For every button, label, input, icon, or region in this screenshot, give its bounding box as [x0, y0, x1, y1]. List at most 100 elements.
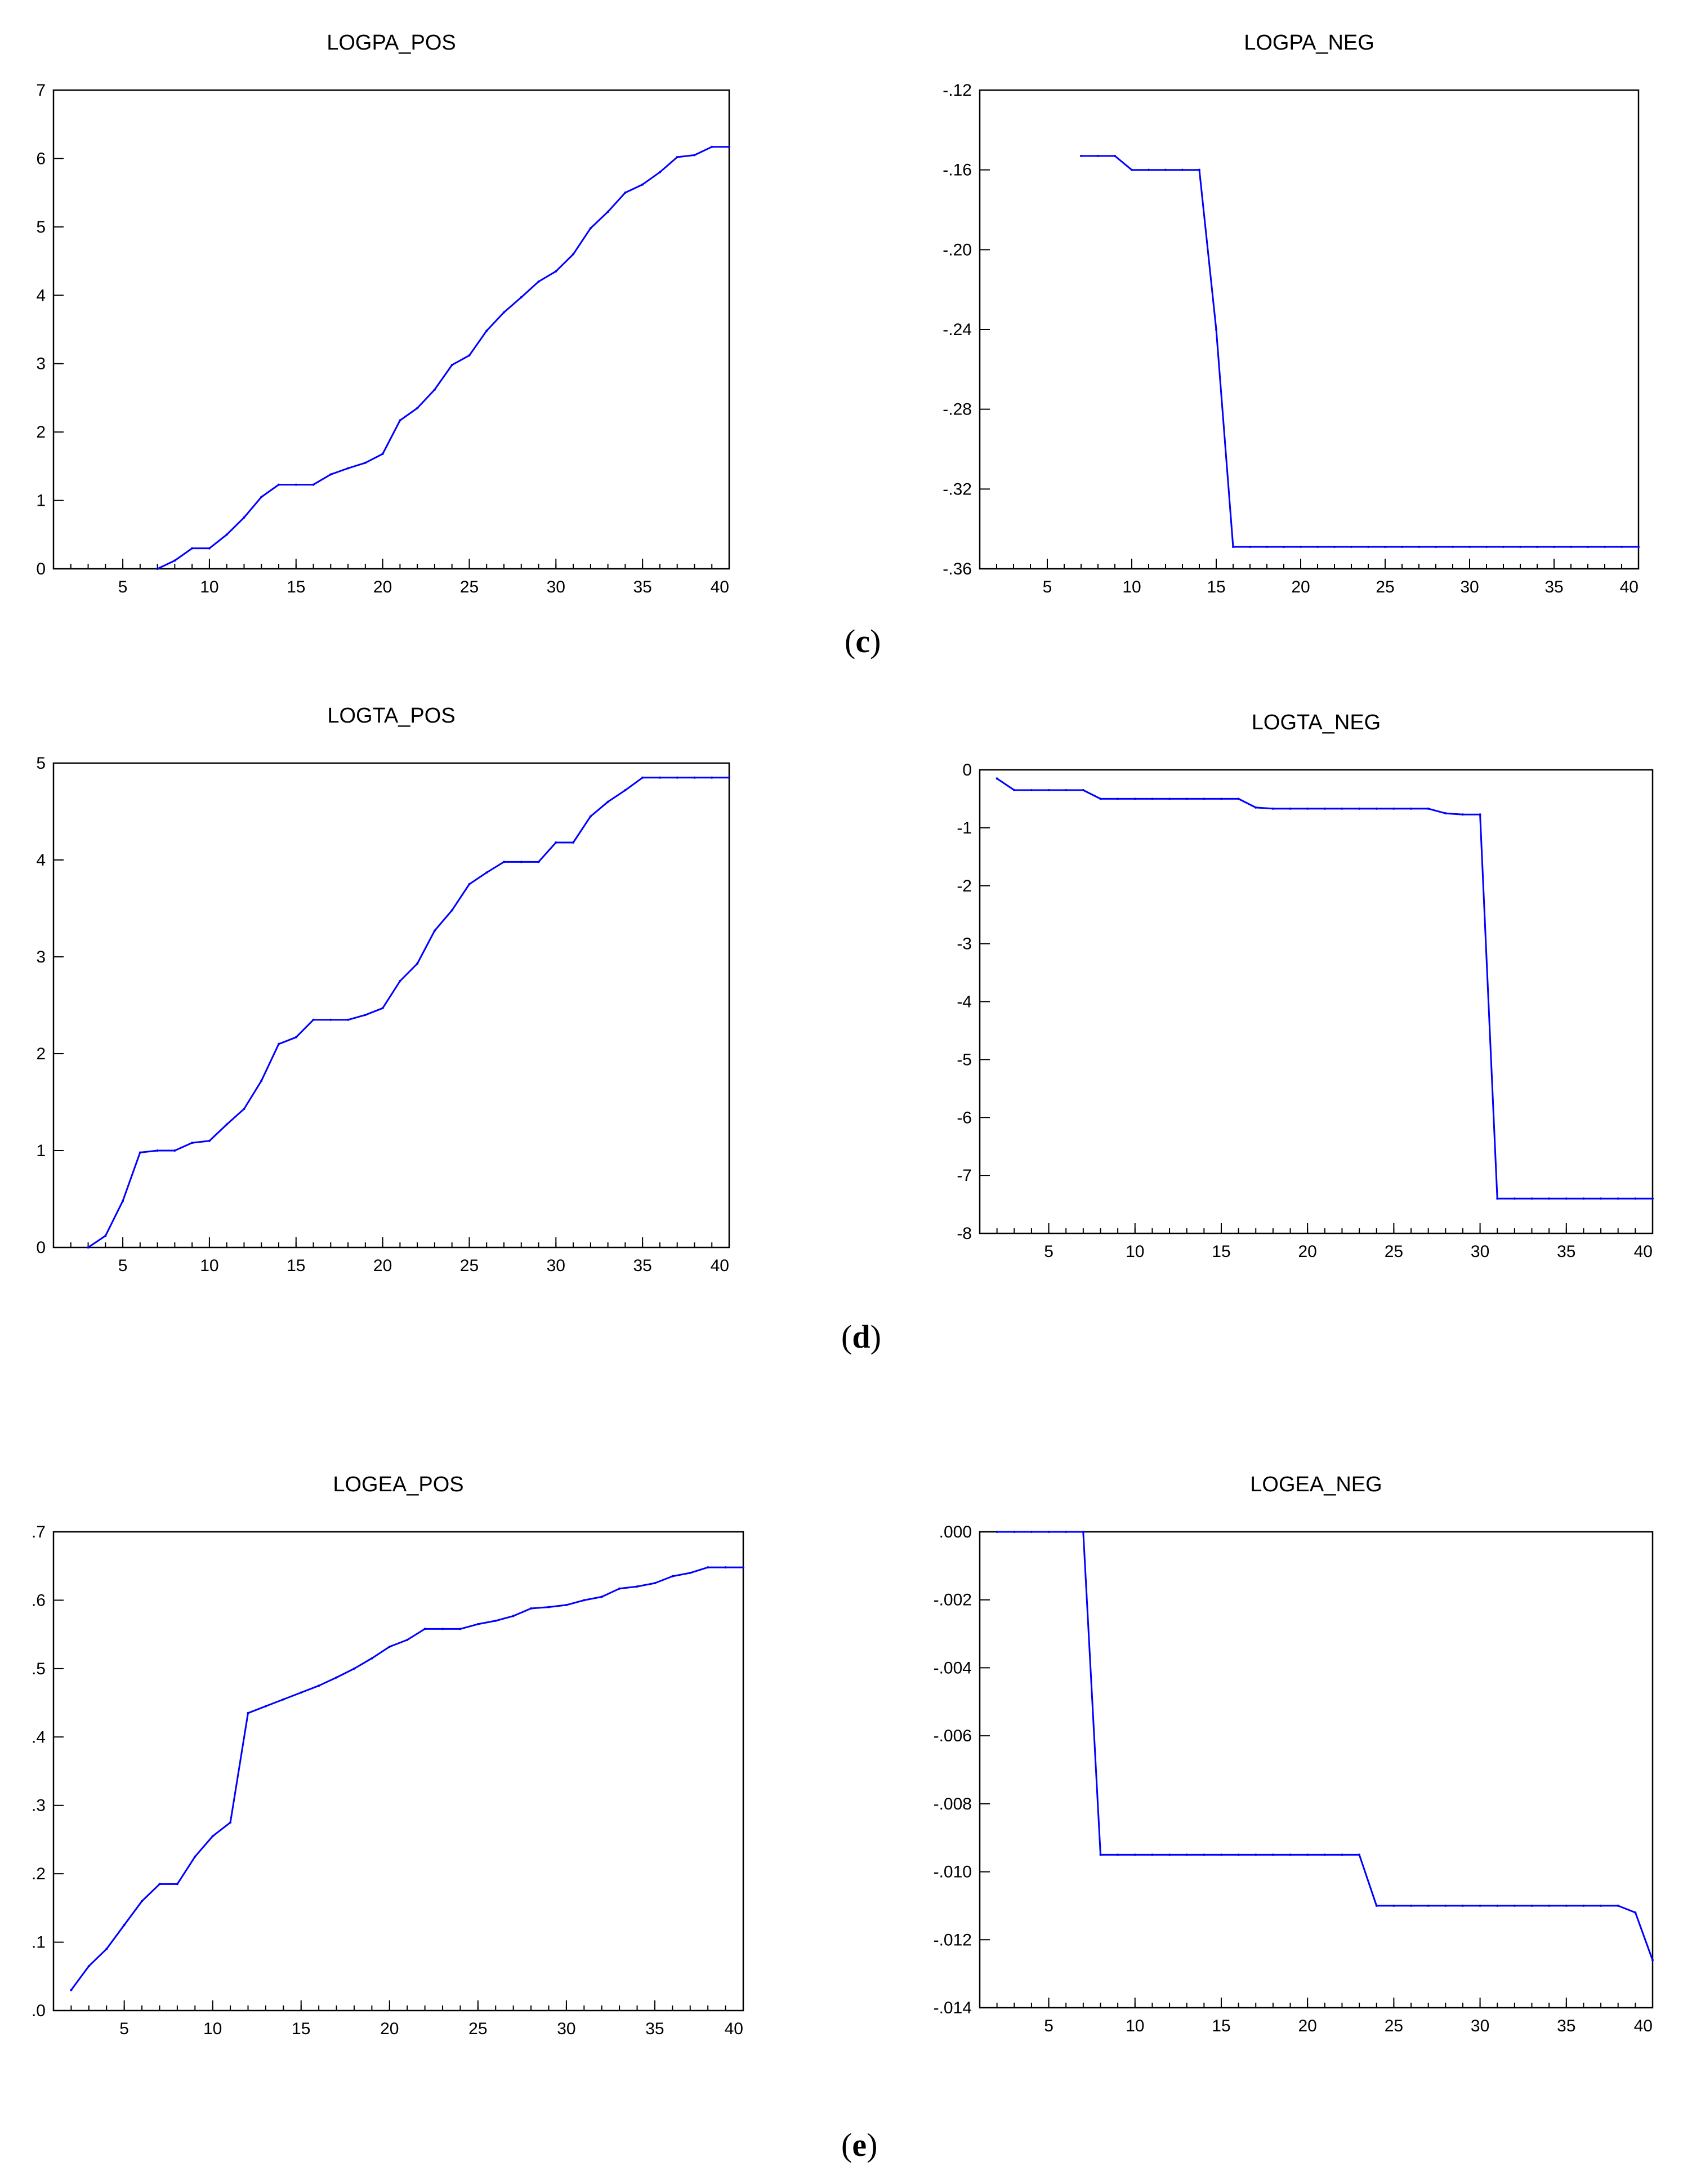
data-point — [1114, 154, 1116, 157]
y-tick-label: 2 — [36, 1045, 46, 1063]
x-tick-label: 5 — [118, 578, 128, 596]
data-point — [1185, 797, 1188, 800]
data-point — [191, 547, 194, 550]
data-point — [1181, 168, 1184, 171]
data-point — [1080, 154, 1082, 157]
x-tick-label: 10 — [200, 1256, 218, 1275]
data-point — [728, 145, 730, 148]
x-tick-label: 5 — [119, 2020, 129, 2038]
y-tick-label: 5 — [36, 754, 46, 773]
data-point — [1249, 546, 1251, 549]
data-point — [641, 183, 644, 186]
data-point — [1565, 1197, 1568, 1200]
y-tick-label: -4 — [957, 993, 972, 1011]
chart-title: LOGPA_NEG — [1244, 31, 1374, 55]
data-point — [1255, 1853, 1257, 1856]
y-tick-label: 6 — [36, 149, 46, 168]
data-point — [530, 1607, 533, 1610]
data-point — [370, 1657, 373, 1660]
series-line-logpa-neg — [1081, 155, 1639, 548]
data-point — [1479, 1904, 1481, 1907]
data-point — [707, 1566, 709, 1569]
x-tick-label: 30 — [547, 1256, 565, 1275]
x-tick-label: 15 — [292, 2020, 310, 2038]
plot-frame — [979, 769, 1654, 1234]
y-tick-label: 0 — [36, 1238, 46, 1257]
data-point — [1367, 546, 1369, 549]
data-point — [995, 777, 998, 780]
chart-title: LOGEA_NEG — [1250, 1473, 1382, 1496]
x-tick-label: 25 — [1376, 578, 1394, 596]
data-point — [1530, 1904, 1533, 1907]
data-point — [653, 1582, 656, 1585]
data-point — [1306, 1853, 1309, 1856]
data-point — [1548, 1197, 1551, 1200]
data-point — [364, 1014, 367, 1017]
plot-frame — [52, 89, 730, 570]
x-tick-label: 25 — [1385, 1242, 1403, 1261]
data-point — [194, 1855, 197, 1858]
data-point — [572, 253, 575, 256]
y-tick-label: .2 — [32, 1865, 46, 1883]
x-tick-label: 40 — [1620, 578, 1639, 596]
chart-logta-pos: LOGTA_POS 5 10 15 20 25 30 35 40 0 1 2 3 4 5 — [36, 704, 730, 1275]
x-tick-label: 10 — [200, 578, 218, 596]
data-point — [278, 1042, 280, 1045]
data-point — [1519, 546, 1521, 549]
data-point — [711, 145, 713, 148]
data-point — [1289, 807, 1292, 810]
data-point — [208, 1139, 211, 1142]
x-tick-label: 30 — [1471, 1242, 1489, 1261]
data-point — [1587, 546, 1589, 549]
data-point — [156, 568, 159, 570]
data-point — [1215, 328, 1217, 331]
y-tick-label: -.014 — [934, 1999, 972, 2017]
data-point — [70, 1989, 73, 1991]
data-point — [1306, 807, 1309, 810]
data-point — [1358, 1853, 1361, 1856]
data-point — [1401, 546, 1403, 549]
data-point — [503, 861, 505, 863]
data-point — [433, 388, 436, 391]
x-tick-label: 35 — [633, 1256, 651, 1275]
data-point — [1220, 797, 1222, 800]
y-tick-label: -.32 — [943, 480, 972, 498]
x-tick-label: 40 — [725, 2020, 743, 2038]
data-point — [1047, 789, 1050, 792]
data-point — [1617, 1197, 1619, 1200]
data-point — [381, 1007, 384, 1010]
data-point — [1582, 1904, 1585, 1907]
x-tick-label: 25 — [460, 1256, 479, 1275]
y-tick-label: .6 — [32, 1591, 46, 1610]
data-point — [416, 407, 419, 409]
plot-frame — [979, 89, 1640, 570]
panel-label-d: (d) — [841, 1318, 881, 1355]
data-point — [572, 841, 575, 844]
data-point — [300, 1691, 302, 1694]
data-point — [1151, 797, 1154, 800]
data-point — [1479, 813, 1481, 816]
data-point — [1148, 168, 1150, 171]
y-tick-label: -1 — [957, 819, 972, 837]
x-tick-label: 10 — [203, 2020, 222, 2038]
y-tick-label: 0 — [36, 560, 46, 578]
data-point — [742, 1566, 744, 1569]
data-point — [158, 1883, 161, 1886]
y-tick-label: -7 — [957, 1166, 972, 1185]
data-point — [1582, 1197, 1585, 1200]
data-point — [1452, 546, 1454, 549]
y-tick-label: -.006 — [934, 1727, 972, 1745]
y-tick-label: 4 — [36, 286, 46, 305]
plot-frame — [52, 1531, 744, 2012]
data-point — [294, 483, 297, 486]
data-point — [1375, 807, 1378, 810]
x-tick-label: 20 — [1298, 1242, 1316, 1261]
data-point — [1047, 1531, 1050, 1533]
x-tick-label: 15 — [1212, 1242, 1230, 1261]
data-point — [282, 1698, 285, 1701]
y-tick-label: -.12 — [943, 81, 972, 100]
data-point — [1237, 797, 1240, 800]
data-point — [636, 1585, 639, 1588]
x-tick-label: 35 — [645, 2020, 664, 2038]
data-point — [476, 1623, 479, 1625]
